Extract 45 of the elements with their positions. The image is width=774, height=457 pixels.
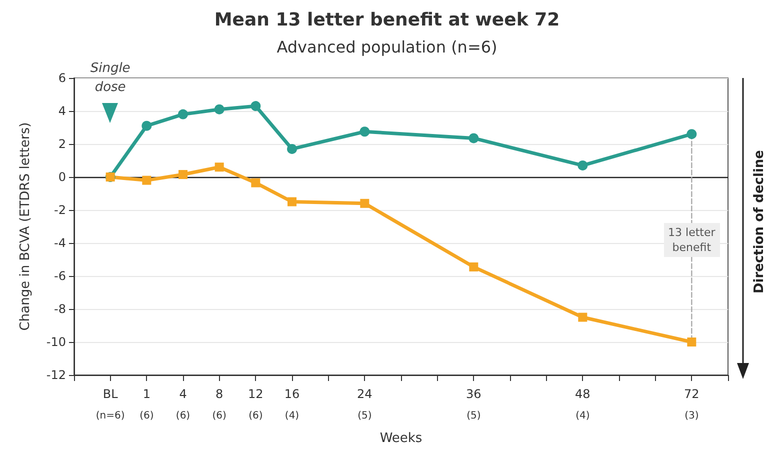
x-tick-label: 8 (6) xyxy=(212,387,227,422)
x-tick-label: 16 (4) xyxy=(284,387,300,422)
annotation: Single dose xyxy=(89,60,132,97)
point xyxy=(469,262,478,272)
y-tick-label: -6 xyxy=(54,269,66,283)
y-tick-label: 6 xyxy=(58,71,66,85)
point xyxy=(214,104,224,114)
y-axis-title: Change in BCVA (ETDRS letters) xyxy=(18,122,33,331)
point xyxy=(250,101,261,112)
x-axis-title: Weeks xyxy=(380,430,422,446)
y-tick-label: -12 xyxy=(46,368,66,382)
chart-title: Mean 13 letter benefit at week 72 xyxy=(214,10,560,30)
chart-subtitle: Advanced population (n=6) xyxy=(276,38,498,56)
x-tick-label: 72 (3) xyxy=(684,387,700,422)
point xyxy=(288,197,296,206)
x-tick-label: 48 (4) xyxy=(575,387,590,422)
x-tick-label: 24 (5) xyxy=(357,387,372,422)
point xyxy=(178,170,188,180)
point xyxy=(360,198,370,208)
x-tick-label: 4 (6) xyxy=(176,387,190,422)
y-tick-label: 4 xyxy=(58,104,66,118)
point xyxy=(578,160,588,170)
point xyxy=(287,144,297,154)
point xyxy=(142,120,152,131)
annotation: 13 letter benefit xyxy=(664,223,720,257)
point xyxy=(686,129,697,140)
y-tick-label: -2 xyxy=(54,203,66,217)
point xyxy=(468,133,479,144)
y-tick-label: 0 xyxy=(58,170,66,184)
x-tick-label: BL (n=6) xyxy=(96,387,125,422)
x-tick-label: 36 (5) xyxy=(466,387,482,422)
x-tick-label: 1 (6) xyxy=(140,387,154,422)
y-tick-label: -4 xyxy=(54,236,66,250)
point xyxy=(578,312,588,322)
y-tick-label: -10 xyxy=(46,335,66,349)
text: Direction of decline xyxy=(752,150,767,294)
y-tick-label: -8 xyxy=(54,302,66,316)
point xyxy=(360,126,370,137)
point xyxy=(251,178,260,188)
point xyxy=(142,176,152,185)
point xyxy=(214,162,224,172)
point xyxy=(687,338,696,346)
y-tick-label: 2 xyxy=(58,137,66,151)
x-tick-label: 12 (6) xyxy=(248,387,264,422)
point xyxy=(178,109,188,120)
